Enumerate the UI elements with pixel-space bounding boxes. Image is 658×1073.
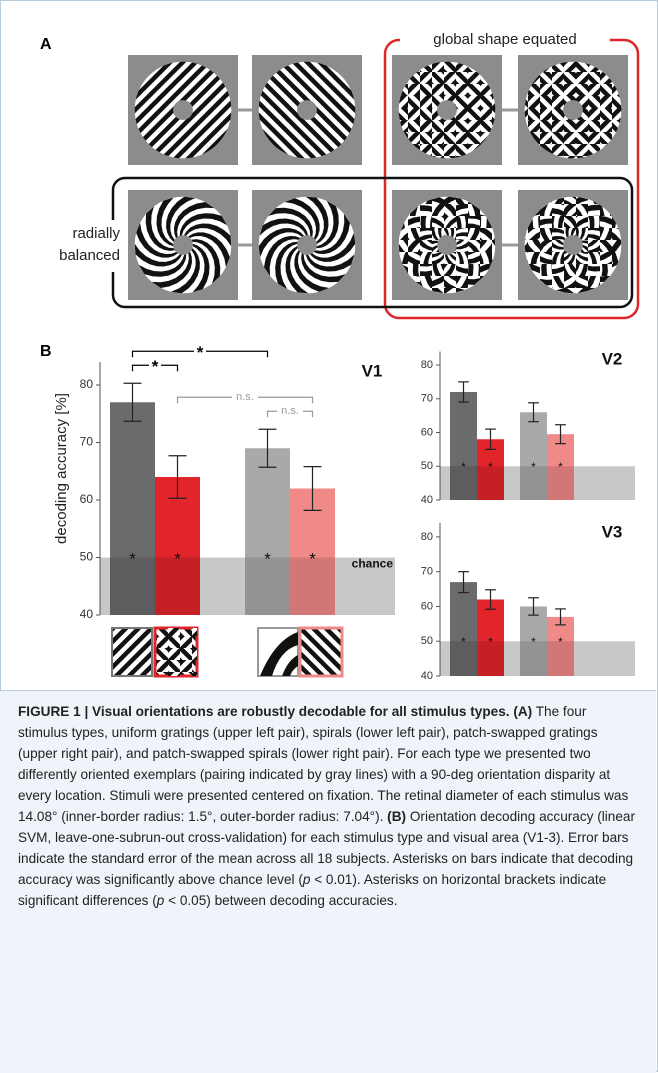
stim-center xyxy=(437,235,457,255)
caption-text: The four stimulus types, uniform grating… xyxy=(18,704,628,824)
caption: FIGURE 1 | Visual orientations are robus… xyxy=(0,690,656,1073)
y-tick-label: 80 xyxy=(80,377,94,391)
panel-label: A xyxy=(40,36,52,53)
bar-asterisk: * xyxy=(558,635,563,649)
radial-label: radially xyxy=(72,225,120,242)
stimulus xyxy=(518,190,628,300)
stim-center xyxy=(297,235,317,255)
y-tick-label: 40 xyxy=(421,670,433,682)
bar-asterisk: * xyxy=(461,460,466,474)
stimulus xyxy=(392,190,502,300)
stimulus xyxy=(392,55,502,165)
y-axis-label: decoding accuracy [%] xyxy=(53,393,70,544)
thumb xyxy=(112,628,152,676)
bar-asterisk: * xyxy=(129,550,136,569)
y-tick-label: 60 xyxy=(80,492,94,506)
stim-center xyxy=(173,235,193,255)
bracket-label: n.s. xyxy=(236,391,254,403)
y-tick-label: 70 xyxy=(421,566,433,578)
bar-asterisk: * xyxy=(531,460,536,474)
y-tick-label: 60 xyxy=(421,600,433,612)
stim-center xyxy=(297,100,317,120)
y-tick-label: 70 xyxy=(421,393,433,405)
thumb xyxy=(157,628,197,676)
caption-label: (B) xyxy=(383,809,406,824)
radial-label: balanced xyxy=(59,247,120,264)
caption-label: (A) xyxy=(510,704,533,719)
y-tick-label: 50 xyxy=(421,635,433,647)
bracket-label: * xyxy=(197,343,204,362)
chart-title: V2 xyxy=(602,349,623,368)
stimulus xyxy=(128,190,238,300)
stim-center xyxy=(173,100,193,120)
thumb xyxy=(300,628,342,676)
chance-overlay xyxy=(440,641,635,676)
chance-overlay xyxy=(440,466,635,500)
caption-text: < 0.05) between decoding accuracies. xyxy=(164,893,397,908)
stimulus-thumbnails xyxy=(112,628,342,676)
y-tick-label: 60 xyxy=(421,426,433,438)
bracket-label: * xyxy=(152,357,159,376)
bar-chart: 40 50 60 70 80 decoding accuracy [%] V1 * * * * cha… xyxy=(53,343,395,621)
bracket-label: n.s. xyxy=(281,405,299,417)
global-label: global shape equated xyxy=(433,31,576,48)
chart-title: V1 xyxy=(362,361,383,380)
bar-asterisk: * xyxy=(461,635,466,649)
bar-asterisk: * xyxy=(531,635,536,649)
caption-title: FIGURE 1 | Visual orientations are robus… xyxy=(18,704,510,719)
bar-chart: 40 50 60 70 80 V2 * * * * xyxy=(421,349,635,505)
chart-title: V3 xyxy=(602,522,623,541)
panel-label: B xyxy=(40,343,52,360)
bar-asterisk: * xyxy=(264,550,271,569)
bar-asterisk: * xyxy=(309,550,316,569)
stim-center xyxy=(563,100,583,120)
bar-asterisk: * xyxy=(488,635,493,649)
stimulus xyxy=(252,190,362,300)
bar-chart: 40 50 60 70 80 V3 * * * * xyxy=(421,522,635,681)
y-tick-label: 80 xyxy=(421,531,433,543)
y-tick-label: 40 xyxy=(80,607,94,621)
y-tick-label: 70 xyxy=(80,435,94,449)
chance-label: chance xyxy=(352,557,394,571)
stim-center xyxy=(563,235,583,255)
y-tick-label: 40 xyxy=(421,494,433,506)
stim-center xyxy=(437,100,457,120)
stimulus xyxy=(518,55,628,165)
figure: A B global shape equated radially balanc… xyxy=(0,0,658,690)
bar-asterisk: * xyxy=(558,460,563,474)
bar-asterisk: * xyxy=(488,460,493,474)
y-tick-label: 80 xyxy=(421,359,433,371)
stimulus xyxy=(252,55,362,165)
y-tick-label: 50 xyxy=(80,550,94,564)
stimulus xyxy=(128,55,238,165)
y-tick-label: 50 xyxy=(421,460,433,472)
bar-asterisk: * xyxy=(174,550,181,569)
